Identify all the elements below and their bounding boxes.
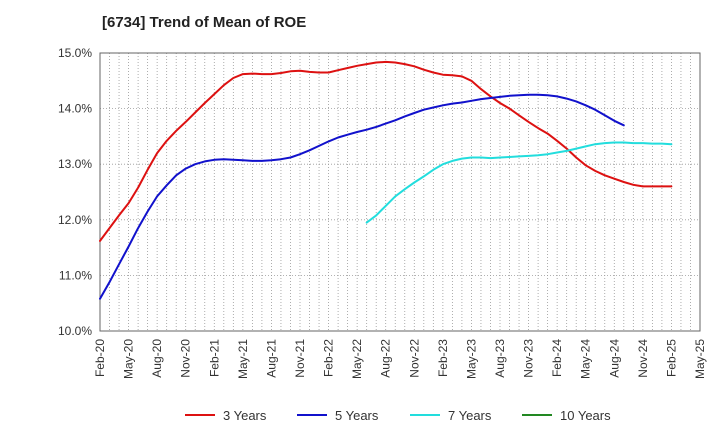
y-tick-label: 11.0%	[59, 268, 92, 282]
x-tick-label: May-22	[350, 339, 364, 379]
x-tick-label: Nov-24	[636, 339, 650, 378]
plot-frame	[99, 52, 701, 332]
x-tick-label: Aug-21	[264, 339, 278, 378]
legend-label: 7 Years	[448, 408, 492, 423]
x-tick-label: Aug-20	[150, 339, 164, 378]
y-tick-label: 13.0%	[58, 157, 92, 171]
x-tick-label: Nov-20	[179, 339, 193, 378]
y-tick-label: 14.0%	[58, 102, 92, 116]
x-tick-label: Feb-22	[322, 339, 336, 377]
x-tick-label: Nov-23	[522, 339, 536, 378]
x-tick-label: Aug-24	[607, 339, 621, 378]
x-tick-label: Nov-22	[407, 339, 421, 378]
x-tick-label: May-23	[464, 339, 478, 379]
legend-label: 5 Years	[335, 408, 379, 423]
series-line-5-years	[99, 93, 625, 300]
x-tick-label: Nov-21	[293, 339, 307, 378]
series-line-3-years	[99, 60, 673, 242]
x-tick-label: Feb-23	[436, 339, 450, 377]
x-tick-label: May-25	[693, 339, 707, 379]
x-tick-label: May-24	[579, 339, 593, 379]
x-tick-label: May-21	[236, 339, 250, 379]
x-tick-label: Aug-23	[493, 339, 507, 378]
legend-label: 3 Years	[223, 408, 267, 423]
y-tick-label: 15.0%	[58, 46, 92, 60]
x-tick-label: Aug-22	[379, 339, 393, 378]
chart-title: [6734] Trend of Mean of ROE	[102, 14, 307, 31]
x-tick-label: Feb-21	[207, 339, 221, 377]
y-tick-label: 12.0%	[58, 213, 92, 227]
x-tick-label: Feb-24	[550, 339, 564, 377]
x-tick-label: Feb-20	[93, 339, 107, 377]
y-tick-label: 10.0%	[58, 324, 92, 338]
x-tick-label: May-20	[122, 339, 136, 379]
x-tick-label: Feb-25	[664, 339, 678, 377]
legend-label: 10 Years	[560, 408, 611, 423]
series-line-7-years	[365, 141, 673, 224]
